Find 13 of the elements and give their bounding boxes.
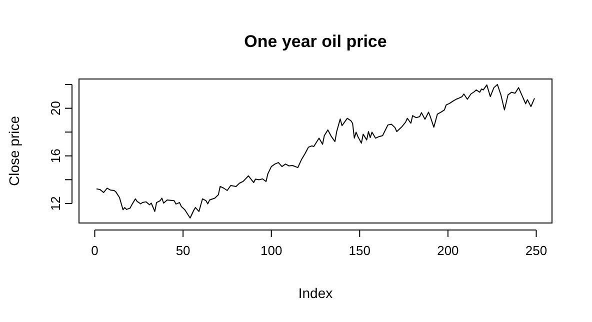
x-tick-label: 250	[525, 243, 548, 258]
line-series	[96, 84, 535, 218]
x-axis-title: Index	[298, 285, 333, 301]
x-tick-label: 150	[348, 243, 370, 258]
x-tick-label: 100	[260, 243, 282, 258]
y-tick-label: 12	[48, 196, 63, 211]
y-tick-label: 16	[48, 148, 63, 164]
x-tick-label: 200	[437, 243, 459, 258]
chart-title: One year oil price	[244, 32, 387, 51]
x-tick-label: 50	[176, 243, 190, 258]
x-tick-label: 0	[91, 243, 98, 258]
y-axis-title: Close price	[6, 116, 22, 186]
y-tick-label: 20	[48, 101, 63, 116]
